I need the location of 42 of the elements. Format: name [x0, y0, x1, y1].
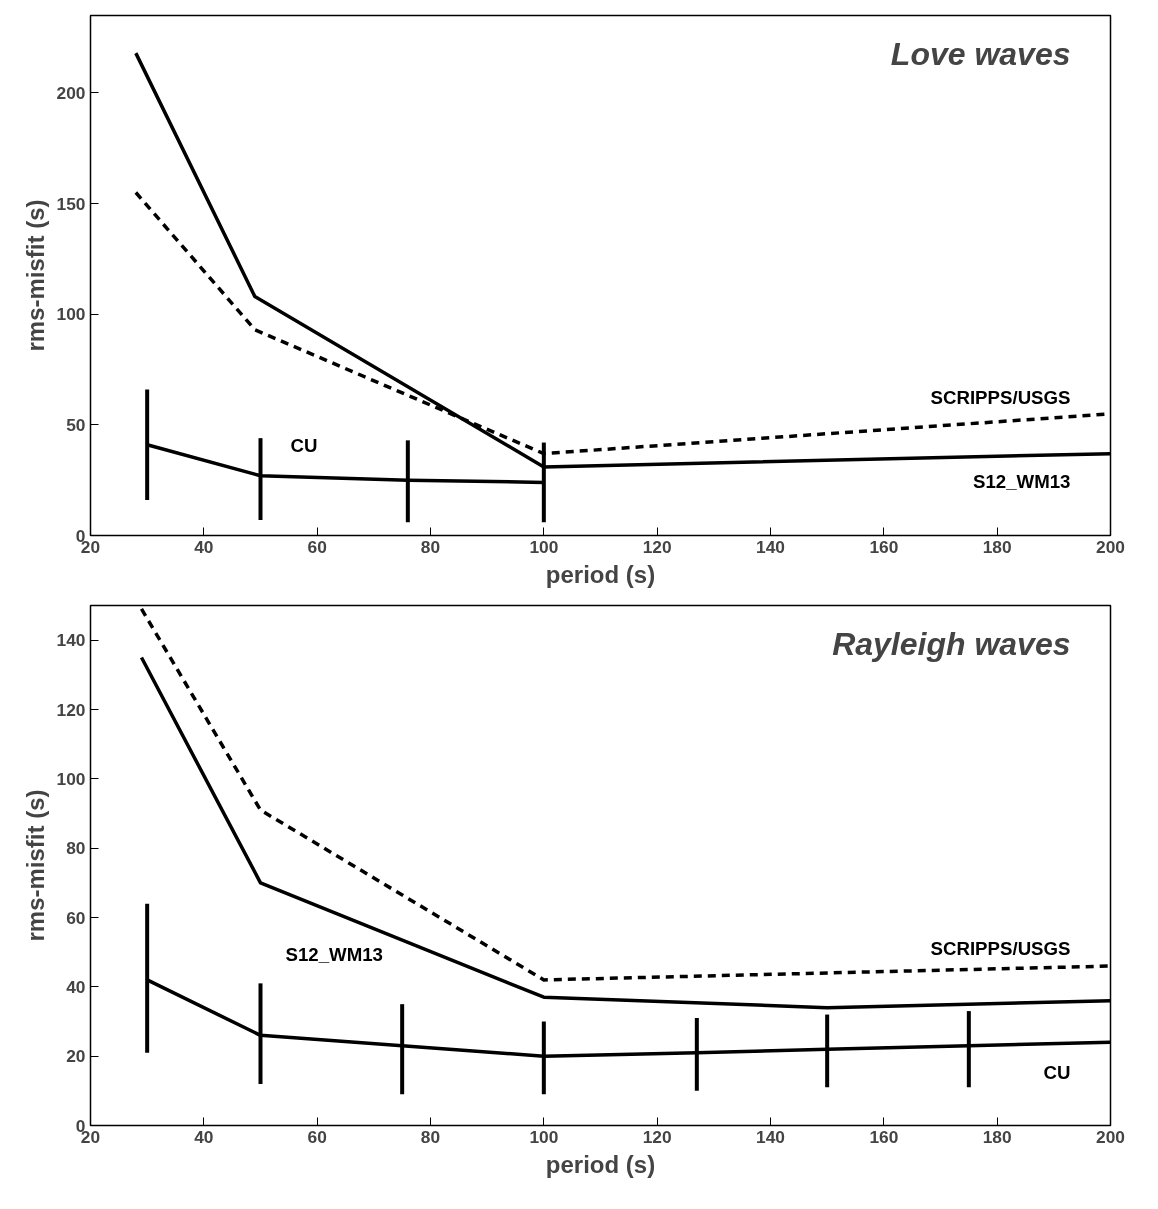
series-label: S12_WM13: [285, 944, 383, 966]
text: Love waves: [890, 35, 1071, 72]
x-tick-label: 120: [642, 536, 672, 557]
y-tick-label: 50: [66, 414, 86, 435]
y-tick-label: 80: [66, 838, 86, 859]
y-tick-label: 150: [56, 193, 86, 214]
y-axis-title: rms-misfit (s): [21, 199, 49, 352]
x-tick-label: 160: [869, 536, 899, 557]
x-tick-label: 60: [307, 536, 327, 557]
y-tick-label: 100: [56, 304, 86, 325]
x-tick-label: 140: [756, 1126, 785, 1147]
x-tick-label: 180: [982, 536, 1012, 557]
x-tick-label: 100: [529, 536, 559, 557]
x-tick-label: 60: [307, 1126, 327, 1147]
x-tick-label: 200: [1096, 536, 1125, 557]
y-tick-label: 200: [56, 82, 86, 103]
y-tick-label: 60: [66, 907, 86, 928]
y-tick-label: 100: [56, 768, 86, 789]
series-label: SCRIPPS/USGS: [930, 937, 1071, 959]
x-tick-label: 80: [420, 1126, 441, 1147]
series-label: CU: [290, 435, 318, 457]
y-tick-label: 140: [56, 630, 86, 651]
text: Rayleigh waves: [832, 625, 1071, 662]
x-tick-label: 40: [194, 536, 214, 557]
series-label: CU: [1043, 1061, 1071, 1083]
line-series: [139, 607, 1111, 982]
x-tick-label: 180: [982, 1126, 1012, 1147]
x-tick-label: 40: [194, 1126, 214, 1147]
x-axis-title: period (s): [545, 1150, 656, 1178]
y-tick-label: 40: [66, 976, 86, 997]
y-axis-title: rms-misfit (s): [21, 789, 49, 942]
x-axis-title: period (s): [545, 560, 656, 588]
x-tick-label: 120: [642, 1126, 672, 1147]
x-tick-label: 80: [420, 536, 441, 557]
y-tick-label: 120: [56, 699, 86, 720]
y-tick-label: 20: [66, 1046, 86, 1067]
x-tick-label: 140: [756, 536, 785, 557]
series-label: S12_WM13: [973, 471, 1071, 493]
x-tick-label: 200: [1096, 1126, 1125, 1147]
series-label: SCRIPPS/USGS: [930, 387, 1071, 409]
x-tick-label: 100: [529, 1126, 559, 1147]
x-tick-label: 160: [869, 1126, 899, 1147]
